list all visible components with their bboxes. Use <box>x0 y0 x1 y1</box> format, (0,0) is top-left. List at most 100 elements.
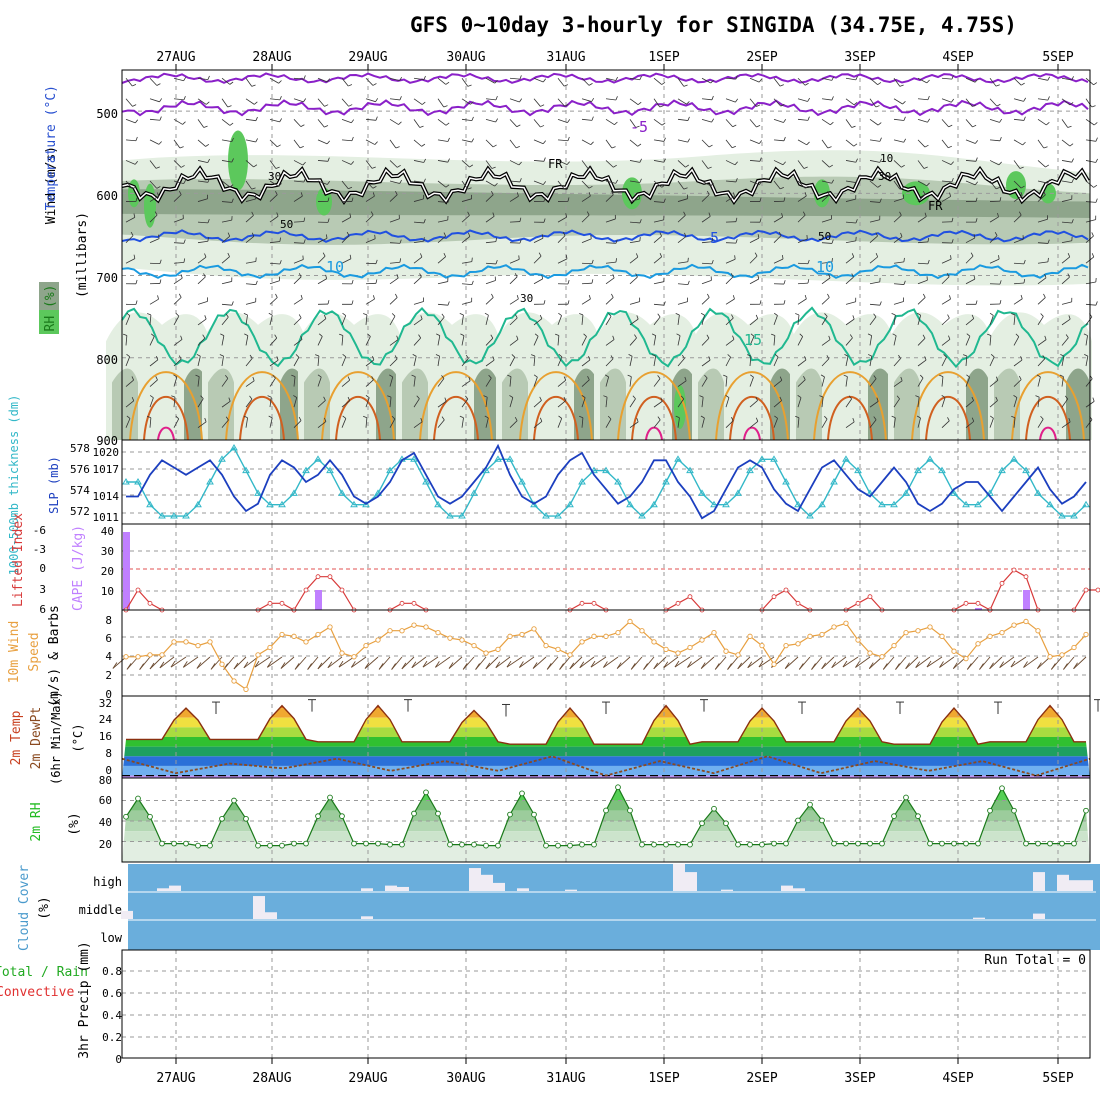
wind-barb-flag <box>391 415 396 420</box>
wind-speed-marker <box>927 624 933 630</box>
cloud-background <box>128 864 1100 950</box>
wind-barb-flag <box>491 293 494 298</box>
wind-barb-flag <box>231 301 234 306</box>
wind-barb-flag <box>159 661 165 669</box>
wind-speed-marker <box>231 678 237 684</box>
wind-barb <box>773 315 778 326</box>
wind-barb <box>749 318 759 326</box>
wind-speed-marker <box>459 637 465 643</box>
wind-barb-flag <box>842 660 848 668</box>
wind-barb <box>1061 160 1072 163</box>
rh2m-marker <box>999 785 1005 792</box>
wind-speed-marker <box>399 628 405 634</box>
wind-barb-flag <box>917 312 921 316</box>
wind-barb-flag <box>924 212 927 217</box>
wind-barb <box>485 160 493 169</box>
wind-speed-line <box>123 618 1089 692</box>
wind-barb <box>221 160 232 163</box>
temperature-band <box>122 765 1090 776</box>
thickness-marker <box>1034 489 1042 496</box>
wind-barb-flag <box>542 140 547 145</box>
lifted-index-marker <box>963 600 969 606</box>
wind-barb <box>413 421 423 428</box>
wind-barb-flag <box>447 198 450 203</box>
wind-barb <box>965 356 968 367</box>
wind-barb <box>845 398 852 408</box>
wind-barb <box>965 139 976 144</box>
wind-barb <box>773 180 781 190</box>
wind-barb-flag <box>170 660 176 668</box>
wind-barb-flag <box>565 254 568 259</box>
wind-barb-flag <box>183 96 186 101</box>
wind-barb <box>845 221 856 224</box>
wind-barb-flag <box>731 314 734 319</box>
wind-barb-flag <box>275 166 280 169</box>
rh2m-marker <box>747 841 753 848</box>
wind-barb-flag <box>804 185 809 189</box>
wind-barb-flag <box>824 415 828 420</box>
wind-barb <box>941 180 952 183</box>
wind-barb-flag <box>563 376 567 381</box>
wind-barb-flag <box>1043 146 1048 149</box>
thickness-marker <box>290 489 298 496</box>
wind-barb <box>245 301 256 305</box>
wind-barb-flag <box>755 314 759 319</box>
wind-barb <box>365 314 368 325</box>
wind-barb-flag <box>1015 333 1020 337</box>
rh-green-blob <box>144 183 156 228</box>
wind-barb-flag <box>490 334 494 339</box>
isotherm-20 <box>911 371 985 441</box>
wind-barb <box>941 397 946 408</box>
wind-barb-flag <box>1043 293 1046 298</box>
wind-barb-flag <box>707 166 712 169</box>
wind-barb-flag <box>973 234 976 239</box>
wind-barb-flag <box>827 191 830 195</box>
wind-barb <box>197 240 208 244</box>
wind-barb-flag <box>1023 116 1026 121</box>
wind-barb <box>365 214 374 223</box>
wind-barb-flag <box>867 333 872 336</box>
wind-barb <box>1085 356 1089 367</box>
wind-barb <box>1013 314 1016 325</box>
rh2m-marker <box>891 813 897 820</box>
wind-barb-flag <box>492 144 497 148</box>
wind-barb <box>485 262 497 265</box>
rh-band-dark <box>122 189 1090 218</box>
wind-barb <box>605 316 612 326</box>
rh2m-marker <box>1035 840 1041 847</box>
wind-barb-flag <box>183 179 187 184</box>
wind-barb-flag <box>558 312 562 316</box>
rh-green-blob <box>622 177 642 210</box>
wind-barb-flag <box>637 143 642 147</box>
wind-barb-flag <box>394 293 398 298</box>
wind-barb-flag <box>882 663 888 670</box>
wind-barb-flag <box>396 335 399 340</box>
wind-barb-flag <box>706 190 710 195</box>
wind-barb <box>965 400 974 408</box>
wind-barb <box>917 180 927 187</box>
wind-barb <box>365 397 370 408</box>
wind-barb <box>939 656 955 668</box>
rh2m-marker <box>807 801 813 808</box>
wind-barb <box>389 98 400 101</box>
wind-barb <box>653 201 664 203</box>
rh2m-ylabel-line1: 2m RH <box>29 802 44 841</box>
wind-barb-flag <box>708 144 713 148</box>
wind-barb <box>941 258 952 264</box>
thickness-marker <box>782 478 790 485</box>
wind-barb <box>221 378 229 387</box>
wind-barb <box>125 379 134 387</box>
wind-barb-flag <box>903 138 907 143</box>
wind-barb <box>533 180 544 185</box>
wind-barb <box>869 401 879 408</box>
wind-barb-flag <box>604 374 609 378</box>
wind-barb-flag <box>436 333 440 336</box>
wind-barb-flag <box>951 98 955 103</box>
wind-barb-flag <box>1018 375 1022 380</box>
wind-barb-flag <box>171 395 176 398</box>
cloud-gap-high <box>781 885 793 891</box>
wind-barb <box>389 77 400 82</box>
wind-barb <box>701 160 709 169</box>
wind-barb-flag <box>733 192 735 197</box>
wind-barb-flag <box>342 415 347 419</box>
